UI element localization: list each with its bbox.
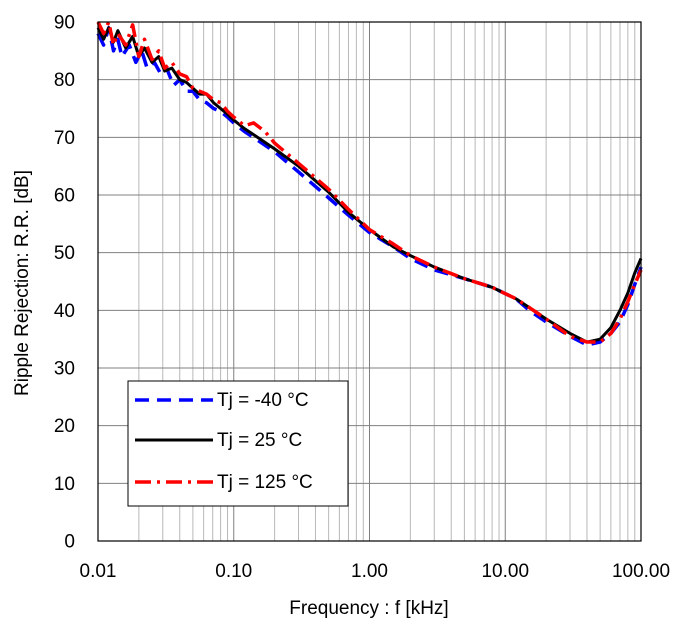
y-tick-label: 30 <box>54 359 75 380</box>
x-tick-label: 100.00 <box>612 561 670 582</box>
y-tick-label: 80 <box>54 70 75 91</box>
series-lines <box>96 20 643 347</box>
y-tick-label: 60 <box>54 186 75 207</box>
y-tick-label: 10 <box>54 474 75 495</box>
legend-box <box>127 380 349 507</box>
series-line-tj-125 <box>96 20 643 344</box>
legend-label-tj-minus40: Tj = -40 °C <box>217 390 309 411</box>
x-tick-label: 10.00 <box>481 561 529 582</box>
y-tick-label: 40 <box>54 301 75 322</box>
y-tick-label: 20 <box>54 416 75 437</box>
x-tick-label: 1.00 <box>351 561 388 582</box>
y-tick-labels: 0 10 20 30 40 50 60 70 80 90 <box>54 13 75 553</box>
y-tick-label: 50 <box>54 243 75 264</box>
x-tick-labels: 0.01 0.10 1.00 10.00 100.00 <box>80 561 671 582</box>
y-axis-title: Ripple Rejection: R.R. [dB] <box>12 170 33 396</box>
x-tick-label: 0.01 <box>80 561 117 582</box>
legend: Tj = -40 °C Tj = 25 °C Tj = 125 °C <box>127 380 349 507</box>
x-tick-label: 0.10 <box>215 561 252 582</box>
y-tick-label: 0 <box>64 532 75 553</box>
x-axis-title: Frequency : f [kHz] <box>289 598 448 619</box>
y-tick-label: 70 <box>54 128 75 149</box>
legend-label-tj-125: Tj = 125 °C <box>217 472 313 493</box>
plot-frame <box>97 21 642 542</box>
y-tick-label: 90 <box>54 13 75 34</box>
legend-label-tj-25: Tj = 25 °C <box>217 430 302 451</box>
